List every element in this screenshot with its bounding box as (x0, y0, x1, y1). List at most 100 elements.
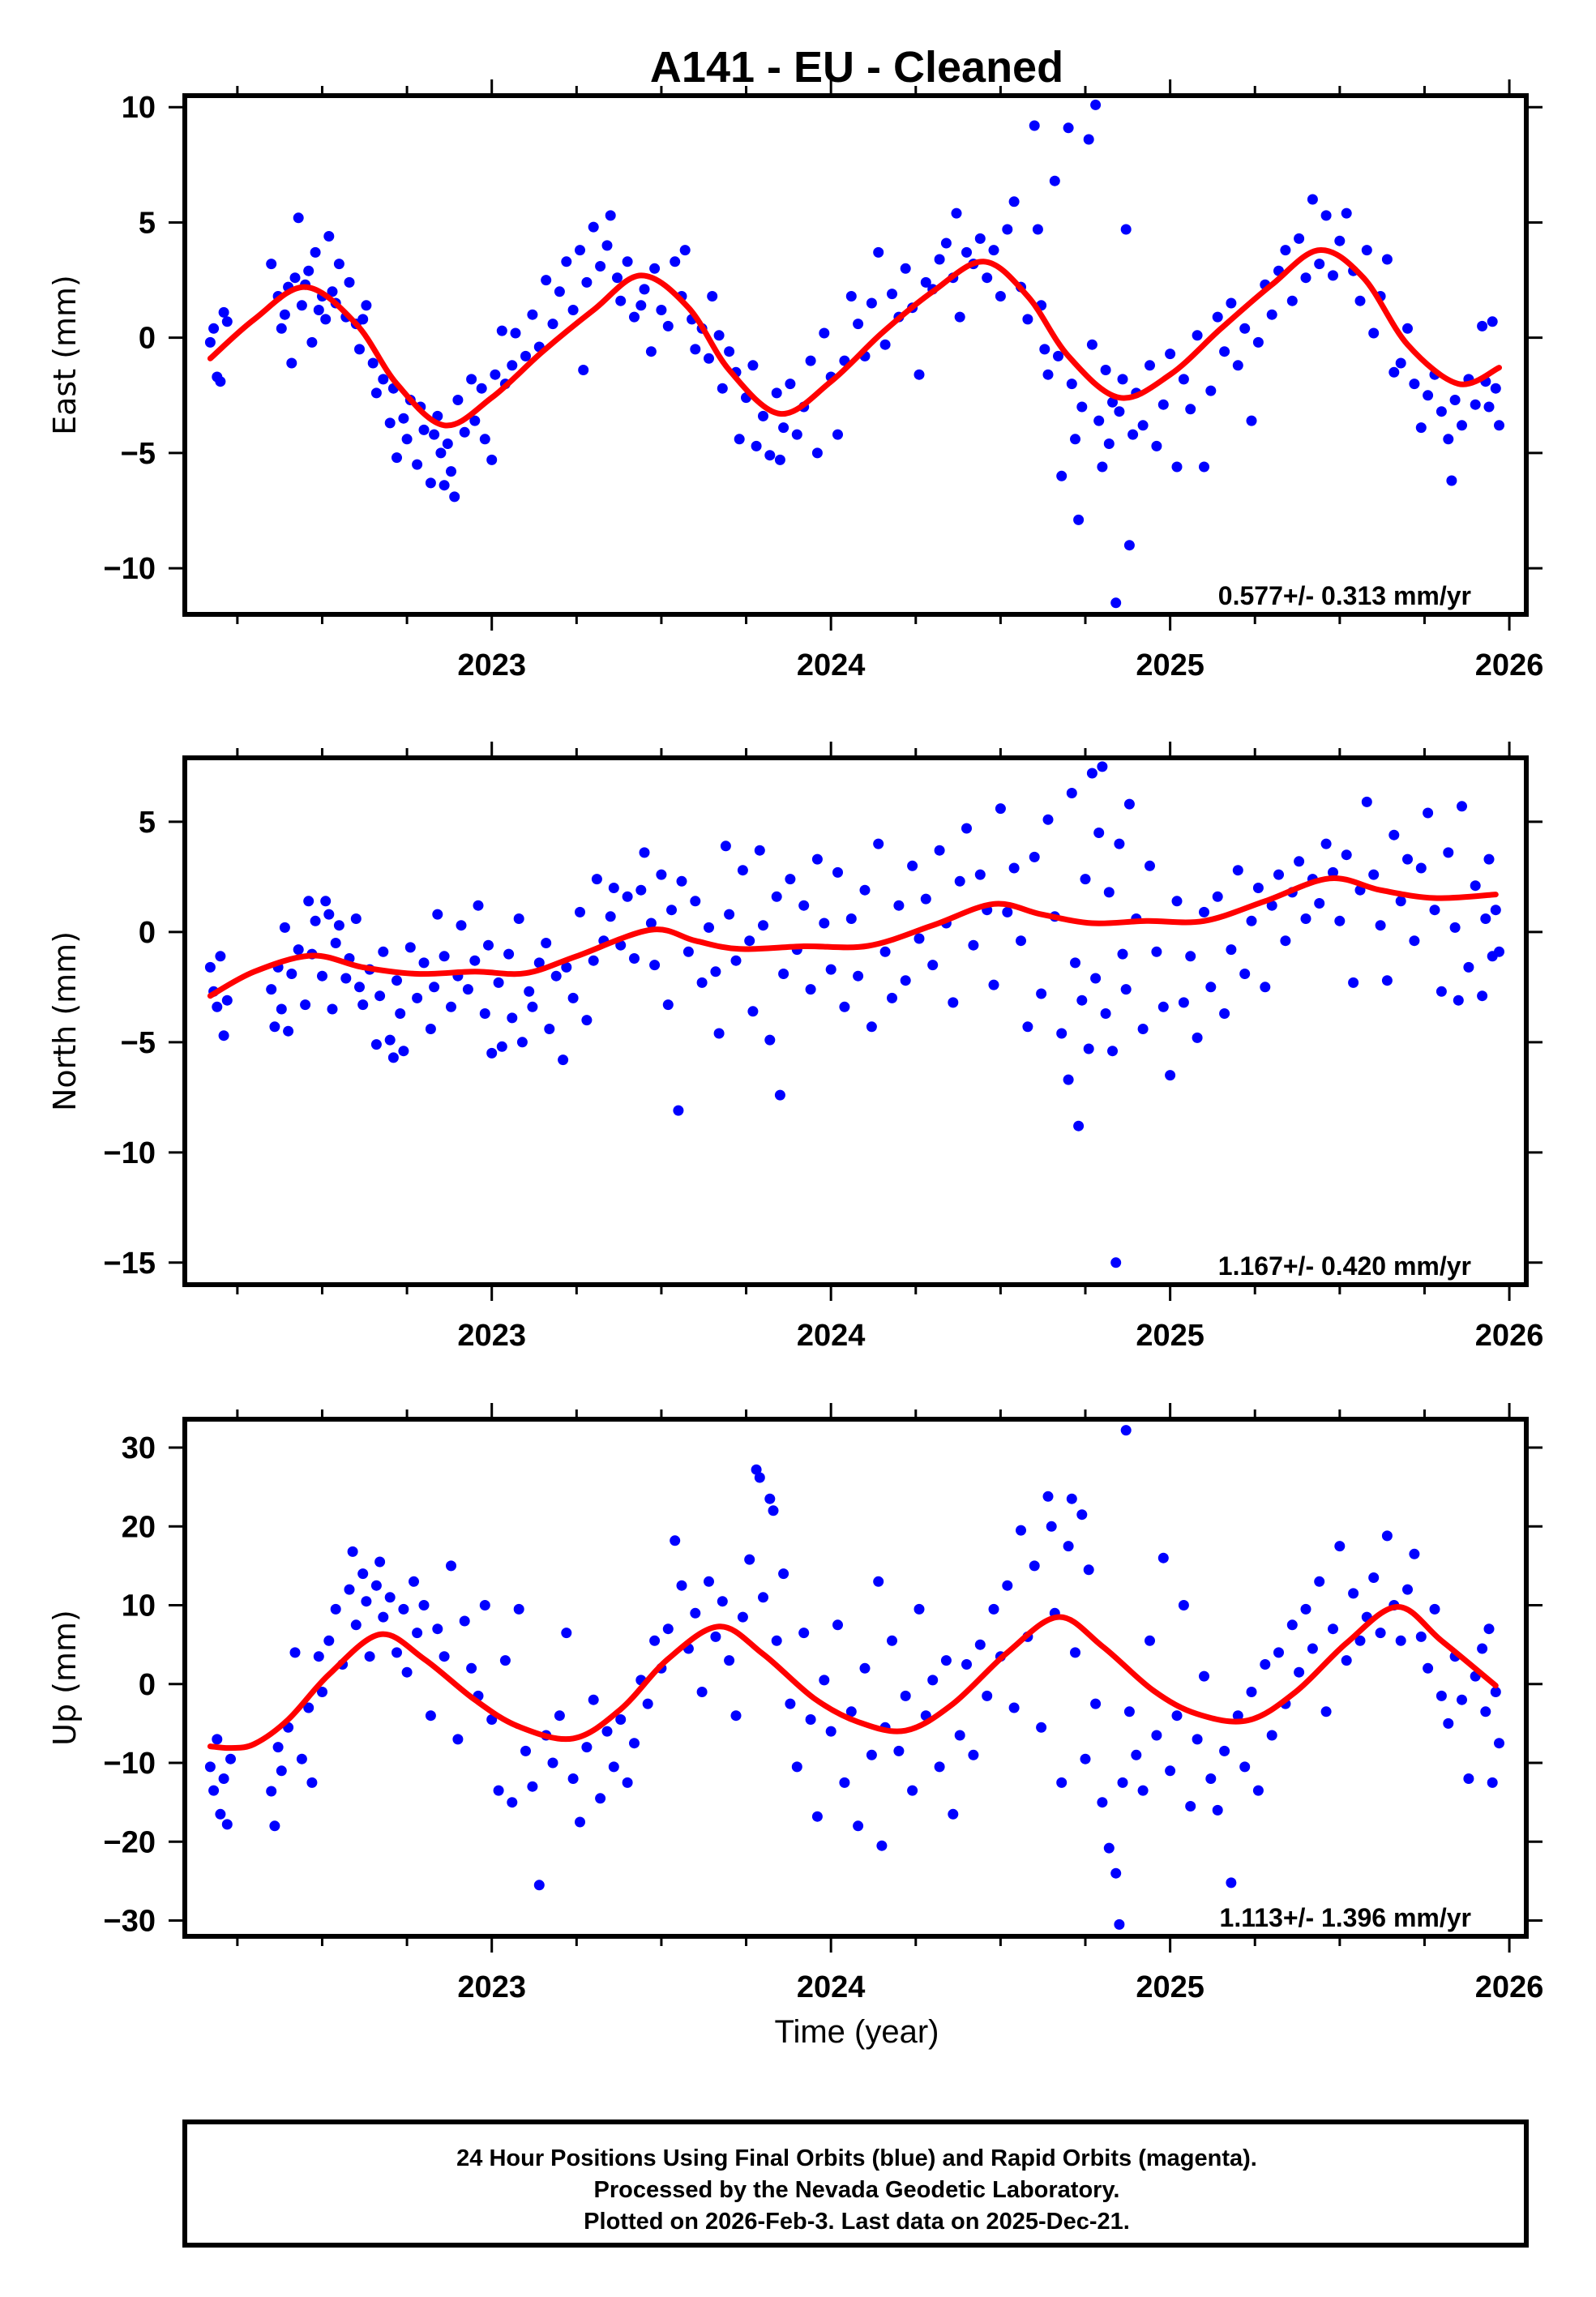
east-data-point (1341, 207, 1352, 219)
east-data-point (446, 466, 456, 477)
north-data-point (1080, 874, 1091, 885)
east-data-point (704, 353, 714, 364)
east-data-point (320, 314, 332, 325)
north-data-point (276, 1003, 287, 1015)
up-data-point (398, 1603, 409, 1615)
north-data-point (323, 909, 335, 920)
east-data-point (581, 276, 593, 288)
north-data-point (690, 896, 701, 907)
north-data-point (798, 900, 810, 911)
up-data-point (954, 1730, 965, 1741)
east-data-point (293, 212, 304, 224)
up-data-point (1046, 1521, 1057, 1532)
east-data-point (1402, 323, 1413, 334)
east-data-point (1334, 235, 1346, 246)
east-data-point (873, 246, 884, 258)
north-data-point (1463, 961, 1474, 973)
footer-line-2: Processed by the Nevada Geodetic Laborat… (594, 2177, 1120, 2203)
east-x-tick-label: 2024 (797, 648, 866, 682)
east-data-point (1354, 295, 1366, 306)
up-data-point (1080, 1753, 1091, 1764)
north-data-point (1368, 869, 1380, 880)
east-data-point (1388, 366, 1400, 378)
north-data-point (1320, 838, 1332, 849)
north-panel: 2023 2024 2025 2026 −15 −10 −5 0 5 North (mm) 1.16… (47, 742, 1543, 1353)
north-x-tick-label: 2024 (797, 1319, 866, 1353)
east-data-point (1157, 399, 1169, 410)
north-data-point (493, 977, 504, 988)
up-data-point (704, 1576, 714, 1587)
east-data-point (819, 327, 830, 339)
east-data-point (707, 291, 718, 302)
north-data-point (1457, 801, 1467, 812)
north-data-point (893, 900, 905, 911)
east-data-point (479, 434, 490, 445)
up-data-point (370, 1580, 382, 1591)
east-data-point (429, 429, 440, 440)
north-data-point (1093, 828, 1105, 838)
up-data-point (208, 1785, 220, 1796)
north-data-point (1388, 829, 1400, 841)
east-data-point (496, 325, 507, 336)
north-data-point (1151, 946, 1162, 957)
up-data-point (289, 1647, 301, 1658)
north-data-point (774, 1089, 785, 1101)
north-data-point (404, 942, 416, 953)
north-data-point (961, 823, 972, 834)
up-data-point (839, 1777, 850, 1788)
up-data-point (1477, 1643, 1488, 1654)
north-data-point (673, 1105, 684, 1116)
up-data-point (1199, 1670, 1209, 1682)
east-data-point (1002, 224, 1013, 235)
up-data-point (215, 1808, 226, 1820)
up-data-point (364, 1651, 375, 1662)
north-data-point (645, 918, 657, 929)
up-data-point (1300, 1603, 1311, 1615)
up-data-point (622, 1777, 633, 1788)
east-data-point (1294, 233, 1305, 244)
east-data-point (724, 346, 735, 357)
east-data-point (601, 240, 613, 251)
north-data-point (1470, 880, 1481, 892)
north-data-point (968, 939, 979, 951)
north-data-point (785, 874, 796, 885)
north-y-axis-label: North (mm) (47, 931, 83, 1111)
north-data-point (845, 913, 857, 924)
up-data-point (811, 1811, 823, 1822)
up-data-point (1178, 1600, 1189, 1610)
north-data-point (588, 955, 599, 966)
up-data-point (642, 1698, 653, 1709)
east-y-tick-label: 0 (139, 322, 156, 356)
north-data-point (533, 957, 545, 969)
east-data-point (805, 355, 816, 366)
north-data-point (988, 979, 999, 990)
east-points (204, 99, 1504, 609)
north-data-point (1073, 1120, 1085, 1131)
north-data-point (696, 977, 708, 988)
north-data-point (662, 999, 674, 1011)
east-data-point (982, 272, 993, 284)
east-data-point (1107, 396, 1118, 408)
north-data-point (310, 915, 321, 926)
up-data-point (710, 1631, 721, 1642)
north-data-point (561, 961, 572, 973)
up-data-point (1066, 1493, 1077, 1504)
up-y-tick-label: −20 (104, 1825, 156, 1859)
east-data-point (1266, 309, 1277, 320)
east-data-point (853, 319, 864, 330)
up-data-point (1165, 1765, 1176, 1777)
north-data-point (374, 990, 386, 1002)
up-x-tick-label: 2025 (1136, 1970, 1204, 2004)
north-data-point (581, 1015, 593, 1026)
east-data-point (612, 272, 623, 284)
north-data-point (483, 939, 494, 951)
east-model-curve (207, 247, 1502, 429)
east-data-point (1029, 120, 1040, 131)
north-data-point (635, 884, 647, 896)
up-data-point (425, 1710, 436, 1722)
north-data-point (370, 1039, 382, 1050)
north-data-point (412, 992, 423, 1003)
up-data-point (1205, 1773, 1217, 1784)
north-data-point (269, 1021, 280, 1033)
north-data-point (1100, 1008, 1111, 1019)
